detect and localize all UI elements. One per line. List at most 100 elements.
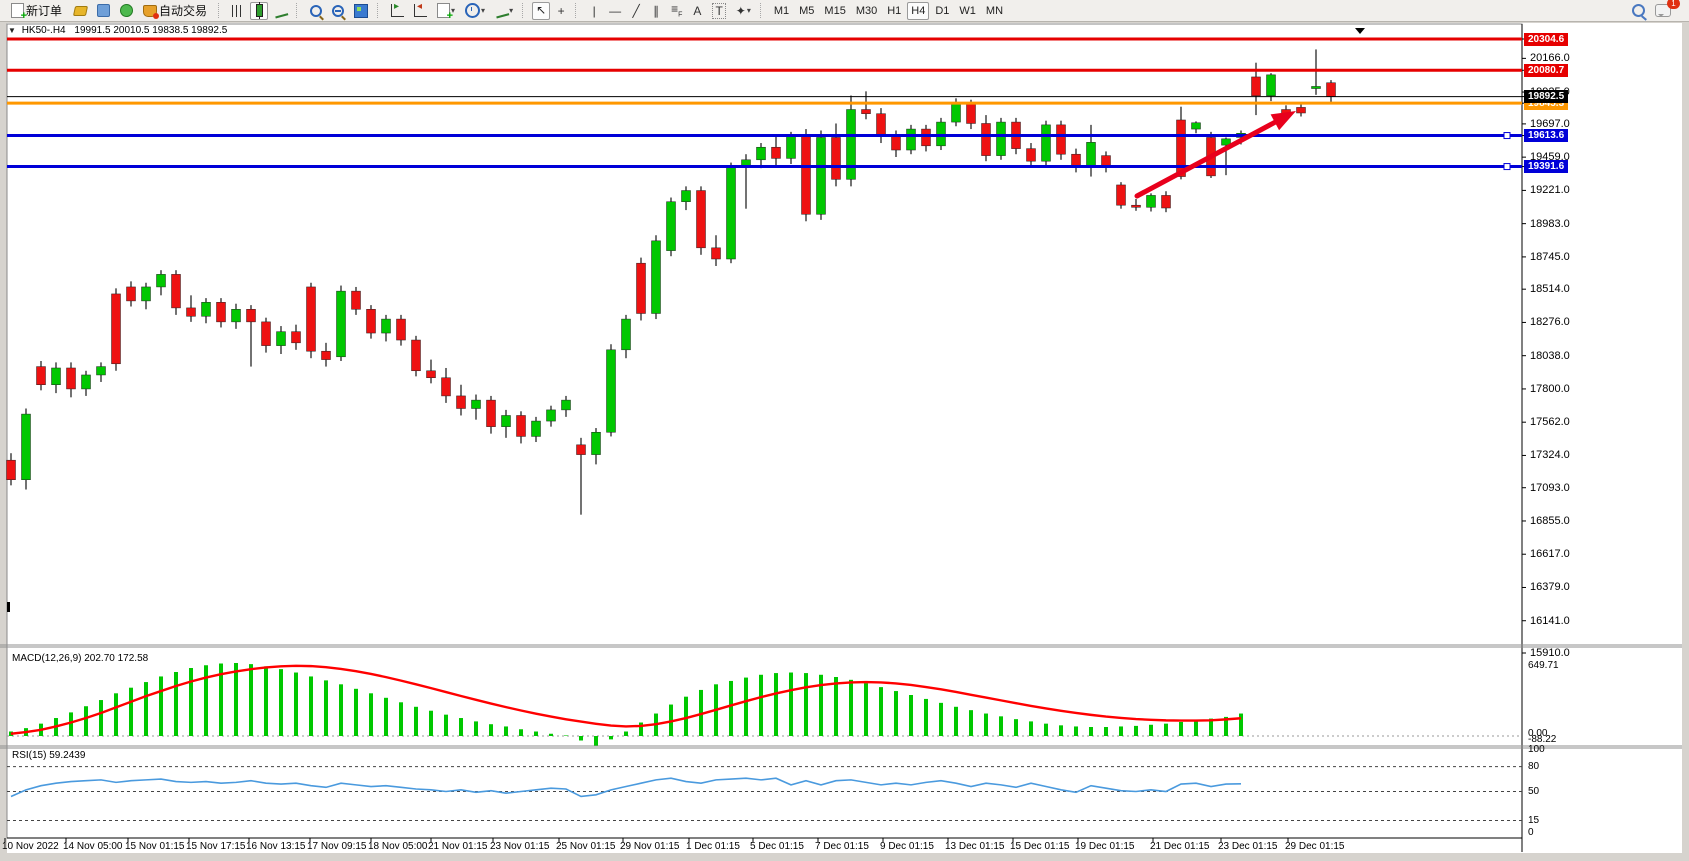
candlestick-chart-button[interactable] bbox=[250, 1, 269, 20]
chat-icon bbox=[1655, 4, 1671, 17]
horizontal-line-icon: — bbox=[609, 3, 622, 18]
chart-shift-button[interactable] bbox=[387, 1, 408, 20]
arrows-icon: ✦ bbox=[735, 3, 746, 18]
line-chart-button[interactable] bbox=[270, 2, 291, 20]
toolbar-grip bbox=[575, 3, 580, 18]
text-icon: A bbox=[693, 3, 702, 18]
candle bbox=[666, 197, 676, 257]
candle bbox=[681, 186, 691, 211]
trend-line-tool-button[interactable]: ╱ bbox=[627, 2, 645, 20]
candle bbox=[111, 288, 121, 371]
gold-button[interactable] bbox=[70, 2, 91, 20]
candle bbox=[1221, 137, 1231, 176]
add-indicator-icon bbox=[437, 3, 453, 22]
rsi-line bbox=[10, 777, 1242, 798]
candle bbox=[651, 235, 661, 320]
candle bbox=[1296, 103, 1306, 117]
zoom-in-button[interactable] bbox=[306, 2, 326, 20]
toolbar-grip bbox=[218, 3, 223, 18]
timeframe-m15-button[interactable]: M15 bbox=[824, 5, 846, 17]
toolbar: 新订单 自动交易 ▾ ▾ ▾ ↖ + | — ╱ ∥ ≡F A T ✦▾ M1M… bbox=[0, 0, 1689, 22]
chart-autoscroll-button[interactable] bbox=[410, 1, 431, 20]
candle bbox=[906, 124, 916, 155]
candle bbox=[66, 362, 76, 398]
timeframe-mn-button[interactable]: MN bbox=[985, 5, 1004, 17]
search-button[interactable] bbox=[1628, 2, 1649, 20]
chart-window[interactable]: ▼ HK50-.H4 19991.5 20010.5 19838.5 19892… bbox=[0, 22, 1689, 861]
trend-arrow-head[interactable] bbox=[1270, 111, 1296, 131]
line-handle[interactable] bbox=[1503, 132, 1511, 140]
fibonacci-tool-button[interactable]: ≡F bbox=[667, 2, 686, 20]
candle bbox=[126, 281, 136, 307]
signals-button[interactable] bbox=[116, 2, 137, 20]
line-handle[interactable] bbox=[1503, 163, 1511, 171]
candle bbox=[816, 130, 826, 220]
channel-tool-button[interactable]: ∥ bbox=[647, 2, 665, 20]
timeframe-h4-button[interactable]: H4 bbox=[907, 2, 930, 20]
timeframe-w1-button[interactable]: W1 bbox=[959, 5, 976, 17]
candle bbox=[636, 257, 646, 321]
candle bbox=[171, 270, 181, 315]
candle bbox=[486, 395, 496, 434]
arrows-tool-button[interactable]: ✦ ▾ bbox=[732, 2, 755, 20]
period-button[interactable]: ▾ bbox=[461, 2, 489, 20]
horizontal-line-tool-button[interactable]: — bbox=[605, 2, 625, 20]
vertical-line-tool-button[interactable]: | bbox=[585, 2, 603, 20]
candle bbox=[216, 298, 226, 328]
cursor-tool-button[interactable]: ↖ bbox=[532, 1, 551, 20]
template-icon bbox=[493, 3, 510, 18]
timeframe-bar: M1 M5 M15 M30 H1 H4 D1 W1 MN bbox=[769, 1, 1008, 20]
candle bbox=[876, 108, 886, 144]
tile-windows-icon bbox=[354, 3, 369, 18]
chart-svg[interactable] bbox=[0, 22, 1689, 861]
toolbar-grip bbox=[759, 3, 765, 18]
timeframe-h1-button[interactable]: H1 bbox=[887, 5, 902, 17]
tile-windows-button[interactable] bbox=[350, 2, 372, 20]
publisher-button[interactable] bbox=[93, 2, 114, 20]
crosshair-icon: + bbox=[557, 3, 565, 18]
new-order-button[interactable]: 新订单 bbox=[7, 2, 68, 22]
bar-chart-button[interactable] bbox=[228, 2, 248, 20]
candle bbox=[156, 270, 166, 296]
candle bbox=[1131, 198, 1141, 211]
timeframe-m5-button[interactable]: M5 bbox=[799, 5, 815, 17]
templates-button[interactable]: ▾ bbox=[491, 2, 517, 20]
line-chart-icon bbox=[272, 3, 289, 18]
candle bbox=[741, 154, 751, 209]
candle bbox=[606, 344, 616, 437]
search-icon bbox=[1632, 4, 1645, 17]
crosshair-tool-button[interactable]: + bbox=[552, 2, 570, 20]
candle bbox=[81, 370, 91, 396]
timeframe-m30-button[interactable]: M30 bbox=[855, 5, 878, 17]
candle bbox=[21, 408, 31, 490]
candle bbox=[201, 298, 211, 324]
gold-icon bbox=[72, 5, 89, 16]
bar-chart-icon bbox=[232, 4, 245, 17]
candle bbox=[276, 326, 286, 355]
candle bbox=[501, 409, 511, 438]
timeframe-d1-button[interactable]: D1 bbox=[935, 5, 950, 17]
candle bbox=[711, 235, 721, 266]
text-tool-button[interactable]: A bbox=[688, 2, 706, 20]
candle bbox=[1041, 120, 1051, 166]
candle bbox=[1101, 151, 1111, 173]
fibonacci-icon: ≡F bbox=[671, 2, 683, 19]
zoom-out-button[interactable] bbox=[328, 2, 348, 20]
add-indicator-button[interactable]: ▾ bbox=[433, 2, 459, 22]
trend-arrow-line[interactable] bbox=[1134, 119, 1278, 199]
candle bbox=[381, 314, 391, 342]
timeframe-m1-button[interactable]: M1 bbox=[773, 5, 790, 17]
chevron-down-icon: ▾ bbox=[509, 6, 514, 15]
candle bbox=[936, 117, 946, 151]
vertical-line-icon: | bbox=[592, 3, 596, 18]
candle bbox=[1146, 193, 1156, 212]
text-label-tool-button[interactable]: T bbox=[708, 2, 729, 20]
auto-trading-label: 自动交易 bbox=[159, 4, 208, 18]
auto-trading-button[interactable]: 自动交易 bbox=[139, 2, 213, 20]
candle bbox=[621, 314, 631, 359]
candle bbox=[261, 317, 271, 353]
chat-button[interactable]: 1 bbox=[1651, 0, 1680, 20]
candle bbox=[426, 359, 436, 384]
candle bbox=[756, 143, 766, 169]
text-label-icon: T bbox=[712, 2, 726, 19]
